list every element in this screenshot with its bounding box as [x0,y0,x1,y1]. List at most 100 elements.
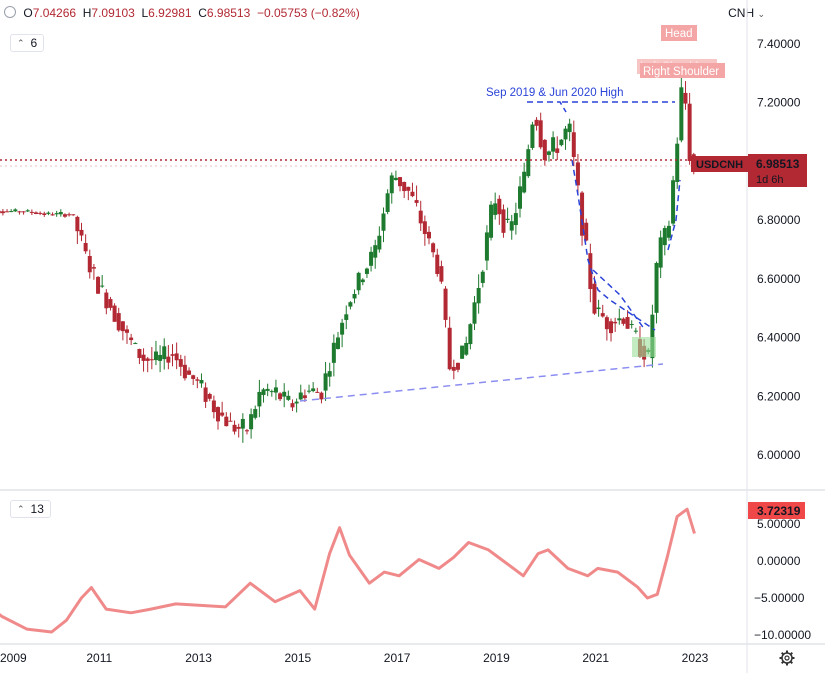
price-axis: 7.400007.200007.000006.800006.600006.400… [757,37,801,462]
candle-body [344,314,349,320]
candle-body [335,337,340,349]
candle-body [592,283,597,314]
open-label: O [23,6,33,20]
candle-body [480,271,485,283]
candle-body [426,231,431,239]
candle-body [551,137,556,152]
high-label: H [82,6,92,20]
candle-body [125,329,130,333]
candle-body [29,211,34,213]
price-badge-countdown: 1d 6h [756,174,784,186]
candle-body [286,395,291,400]
candle-body [112,305,117,322]
candle-body [621,318,626,324]
candle-body [377,235,382,250]
candle-body [381,213,386,231]
candle-body [269,391,274,393]
gear-icon[interactable] [779,650,795,666]
candle-body [153,351,158,361]
candle-body [654,262,659,313]
candle-body [120,321,125,332]
osc-indicators-toggle[interactable]: ⌃ 13 [10,500,51,518]
time-tick-label: 2017 [384,651,411,665]
candle-body [261,389,266,395]
candle-body [348,302,353,307]
candle-body [679,87,684,141]
price-badge-bg [748,154,807,187]
candle-body [468,324,473,345]
candle-body [253,409,258,418]
candle-body [129,337,134,341]
chevron-up-icon: ⌃ [17,503,25,514]
candle-body [509,221,514,231]
candle-body [71,214,76,216]
candle-body [493,203,498,215]
candle-body [360,279,365,283]
candle-body [406,186,411,191]
candle-body [21,211,26,213]
candle-body [584,222,589,241]
candle-body [658,237,663,268]
candle-body [249,414,254,430]
candle-body [356,272,361,291]
osc-indicator-count: 13 [30,502,44,516]
time-tick-label: 2013 [185,651,212,665]
candle-body [236,426,241,429]
currency-selector[interactable]: CNH ⌄ [728,6,765,20]
osc-badge-value: 3.72319 [757,504,801,518]
candle-body [522,171,527,193]
candle-body [431,243,436,253]
price-tick-label: 6.80000 [757,213,801,227]
candle-body [100,285,105,287]
candle-body [373,245,378,258]
candle-body [0,210,1,214]
candle-body [402,181,407,192]
candle-body [79,229,84,236]
candle-body [633,330,638,332]
candle-body [58,212,63,215]
osc-tick-label: −10.00000 [754,628,811,642]
right-shoulder-bg [640,63,725,78]
candle-body [609,321,614,334]
candle-body [447,327,452,370]
open-value: 7.04266 [32,6,77,20]
candle-body [166,356,171,363]
candle-body [240,418,245,429]
price-indicators-toggle[interactable]: ⌃ 6 [10,34,45,52]
candle-body [162,346,167,360]
ascending-trend [667,179,681,251]
candle-body [265,388,270,391]
candle-body [257,391,262,407]
candle-body [559,139,564,146]
candle-body [278,393,283,400]
candle-body [315,391,320,393]
candle-body [671,180,676,224]
candle-body [513,213,518,226]
candle-body [613,321,618,324]
close-label: C [198,6,207,20]
candle-body [199,380,204,384]
price-tick-label: 7.40000 [757,37,801,51]
candle-body [439,266,444,282]
candle-body [662,228,667,246]
candle-body [5,211,10,213]
time-tick-label: 2009 [0,651,27,665]
chevron-down-icon: ⌄ [757,9,765,19]
candle-body [501,209,506,233]
visibility-icon[interactable] [4,6,16,18]
candle-body [455,362,460,370]
candle-body [675,143,680,182]
candle-body [414,200,419,203]
candle-body [472,302,477,324]
price-tick-label: 7.20000 [757,96,801,110]
candle-body [389,175,394,194]
candle-body [228,420,233,422]
candle-body [298,392,303,400]
price-indicator-count: 6 [30,36,38,50]
support-trendline [299,363,664,402]
candle-body [62,214,67,217]
chevron-up-icon: ⌃ [17,37,25,48]
candle-body [563,128,568,140]
candle-body [435,254,440,274]
